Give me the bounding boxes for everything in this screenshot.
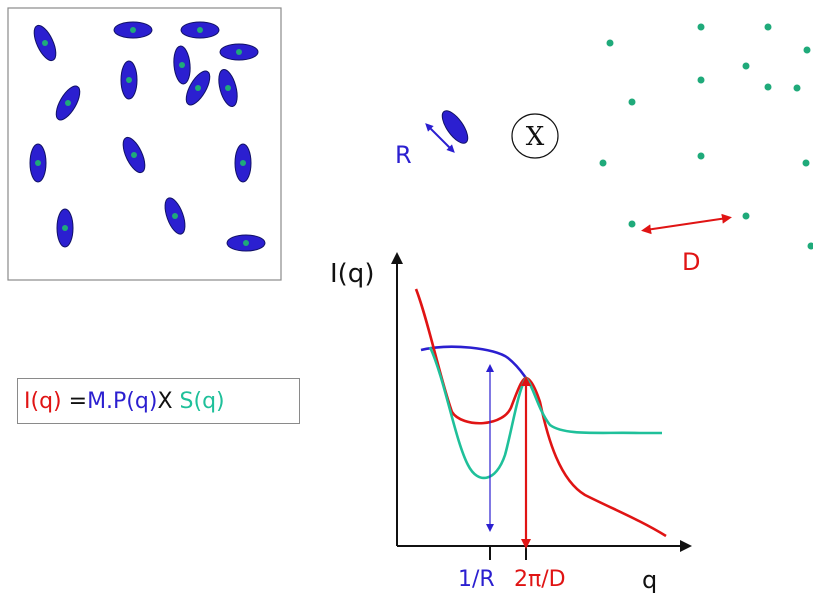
particle-center-dot [195, 85, 201, 91]
particle-box [7, 7, 282, 281]
particle-center-dot [42, 40, 48, 46]
particle-center-dot [179, 62, 185, 68]
particle-center-dot [131, 152, 137, 158]
tick-label-2pi-over-d: 2π/D [514, 567, 566, 592]
plot-axes: I(q) q 1/R 2π/D [330, 252, 692, 594]
convolution-label: X [526, 122, 545, 152]
formula-form-factor: M.P(q) [87, 388, 158, 414]
formula-equals: = [61, 388, 88, 414]
spacing-label: D [682, 248, 700, 276]
formula-structure-factor: S(q) [179, 388, 225, 414]
lattice-point [764, 23, 772, 31]
lattice-point [802, 159, 810, 167]
lattice-point [697, 76, 705, 84]
lattice-point [742, 62, 750, 70]
lattice-point [807, 242, 813, 250]
lattice-point [628, 220, 636, 228]
particle-center-dot [197, 27, 203, 33]
structure-factor-curve [428, 346, 662, 480]
spacing-arrow [641, 213, 732, 235]
particle-center-dot [240, 160, 246, 166]
y-axis-label: I(q) [330, 259, 374, 289]
convolution-symbol: X [511, 113, 559, 159]
particle-center-dot [243, 240, 249, 246]
lattice-point [599, 159, 607, 167]
lattice-point [628, 98, 636, 106]
lattice-point [793, 84, 801, 92]
particle-center-dot [225, 85, 231, 91]
lattice-point [697, 23, 705, 31]
tick-label-1-over-r: 1/R [458, 567, 495, 592]
plot-curves [414, 288, 667, 549]
lattice-point [697, 152, 705, 160]
single-particle: R [395, 110, 469, 169]
formula-times: X [157, 388, 180, 414]
particle-center-dot [65, 100, 71, 106]
lattice-point [764, 83, 772, 91]
particle-group [29, 21, 266, 252]
form-factor-curve [420, 345, 528, 379]
formula-box: I(q) = M.P(q) X S(q) [17, 378, 300, 424]
lattice-point [606, 39, 614, 47]
lattice-point [803, 46, 811, 54]
lattice-point [742, 212, 750, 220]
particle-center-dot [35, 160, 41, 166]
lattice-points [599, 23, 813, 250]
particle-center-dot [172, 213, 178, 219]
lattice-spacing: D [641, 213, 732, 276]
particle-center-dot [130, 27, 136, 33]
x-axis-label: q [642, 566, 657, 594]
particle-center-dot [236, 49, 242, 55]
particle-center-dot [62, 225, 68, 231]
particle-center-dot [126, 77, 132, 83]
formula-intensity: I(q) [24, 388, 62, 414]
size-arrow [425, 123, 455, 153]
radius-label: R [395, 141, 412, 169]
